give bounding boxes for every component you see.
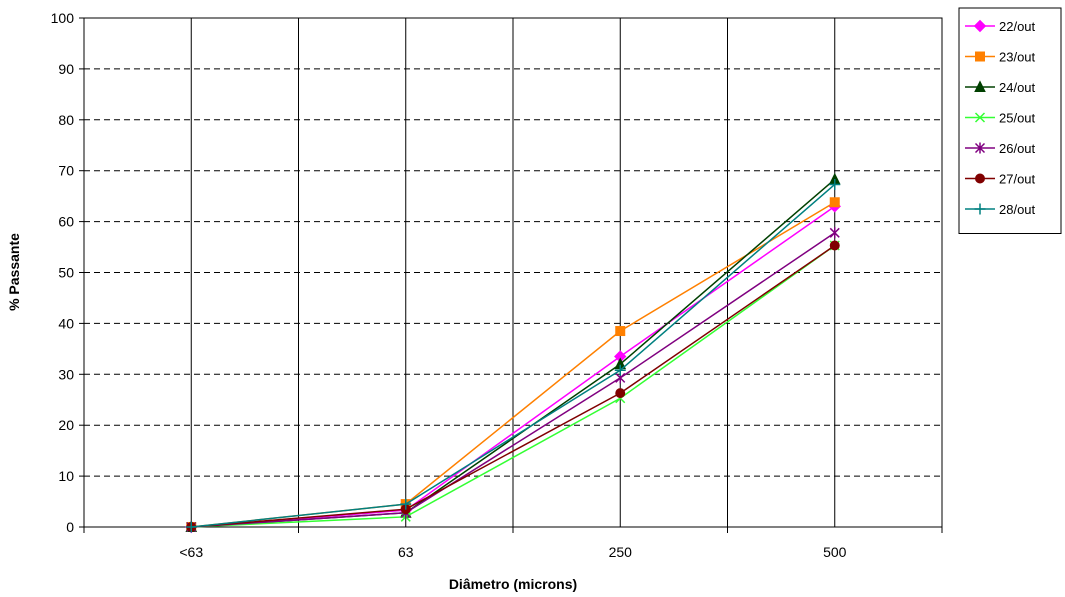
y-tick-label: 0 [66, 519, 74, 535]
data-point [185, 521, 197, 533]
data-point [829, 197, 840, 208]
legend-marker [974, 80, 986, 92]
data-point [615, 326, 626, 337]
series-line [191, 183, 836, 528]
data-point [829, 227, 840, 239]
y-tick-label: 90 [58, 61, 74, 77]
x-tick-label: 63 [398, 544, 414, 560]
y-tick-label: 60 [58, 214, 74, 230]
data-point [615, 388, 626, 399]
data-point [400, 498, 412, 510]
data-point [614, 364, 626, 376]
x-tick-label: 250 [609, 544, 633, 560]
legend-marker [975, 173, 985, 184]
y-axis-title: % Passante [6, 233, 22, 311]
grid-layer [84, 17, 942, 527]
legend-item-28-out: 28/out [965, 202, 1036, 217]
legend-label: 27/out [999, 172, 1036, 187]
legend-item-26-out: 26/out [965, 141, 1036, 156]
y-tick-label: 50 [58, 265, 74, 281]
x-tick-label: 500 [823, 544, 847, 560]
series-line [191, 244, 836, 528]
legend: 22/out 23/out 24/out 25/out 26/out 27/out 28/o… [958, 7, 1062, 234]
legend-marker [975, 51, 985, 62]
legend-marker [973, 19, 987, 33]
axes-layer: 0 10 20 30 40 50 60 70 80 90 100 <63 63 250 500 [51, 10, 943, 560]
series-layer [185, 172, 841, 534]
y-tick-label: 40 [58, 315, 74, 331]
legend-marker [974, 203, 986, 215]
legend-label: 24/out [999, 80, 1036, 95]
legend-item-23-out: 23/out [965, 50, 1036, 65]
y-tick-label: 100 [51, 10, 75, 26]
legend-label: 23/out [999, 50, 1036, 65]
legend-label: 25/out [999, 111, 1036, 126]
legend-item-27-out: 27/out [965, 172, 1036, 187]
legend-label: 22/out [999, 19, 1036, 34]
x-axis-title: Diâmetro (microns) [449, 576, 577, 592]
legend-marker [974, 142, 986, 154]
data-point [829, 240, 840, 251]
y-tick-label: 10 [58, 468, 74, 484]
series-line [191, 244, 836, 528]
x-tick-label: <63 [179, 544, 203, 560]
y-tick-label: 20 [58, 417, 74, 433]
y-tick-label: 70 [58, 163, 74, 179]
legend-item-22-out: 22/out [965, 19, 1036, 34]
y-tick-label: 80 [58, 112, 74, 128]
legend-marker [974, 112, 986, 123]
legend-label: 28/out [999, 202, 1036, 217]
series-28-out [185, 178, 841, 533]
legend-label: 26/out [999, 141, 1036, 156]
series-line [191, 232, 836, 528]
data-point [829, 178, 841, 190]
y-tick-label: 30 [58, 366, 74, 382]
legend-item-24-out: 24/out [965, 80, 1036, 95]
legend-item-25-out: 25/out [965, 111, 1036, 126]
